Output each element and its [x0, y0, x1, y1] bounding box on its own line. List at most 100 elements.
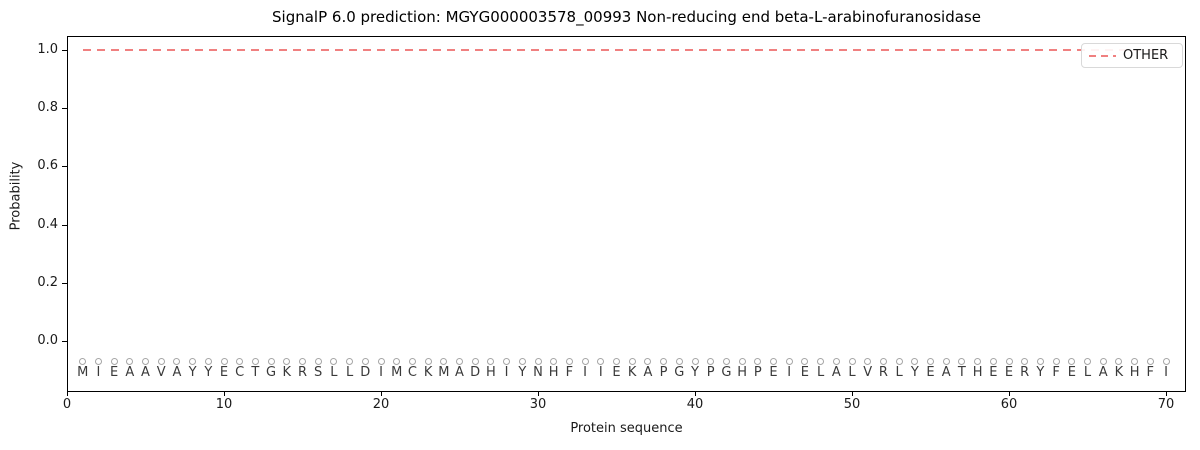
x-axis-label: Protein sequence: [570, 421, 683, 436]
sequence-letter: K: [1114, 365, 1124, 380]
x-tick-mark: [67, 392, 68, 396]
x-tick-label: 30: [529, 397, 547, 412]
x-tick-label: 50: [843, 397, 861, 412]
residue-marker: [864, 357, 872, 365]
residue-marker: [848, 357, 856, 365]
residue-marker: [518, 357, 526, 365]
sequence-letter: M: [438, 365, 450, 380]
sequence-letter: E: [1067, 365, 1076, 380]
residue-marker: [989, 357, 997, 365]
residue-marker: [942, 357, 950, 365]
y-tick-label: 0.6: [37, 158, 58, 174]
legend: OTHER: [1081, 43, 1183, 68]
sequence-letter: A: [831, 365, 841, 380]
y-tick-label: 0.4: [37, 216, 58, 232]
residue-marker: [927, 357, 934, 365]
residue-marker: [597, 357, 605, 365]
residue-marker: [1115, 357, 1123, 365]
residue-marker: [110, 357, 118, 365]
residue-marker: [377, 357, 385, 365]
residue-marker: [236, 357, 244, 365]
sequence-letter: E: [109, 365, 119, 380]
residue-marker: [1005, 357, 1013, 365]
residue-marker: [817, 357, 825, 365]
x-tick-label: 10: [215, 397, 233, 412]
sequence-letter: Y: [910, 365, 919, 380]
y-tick-label: 0.8: [37, 100, 58, 116]
residue-marker: [1131, 357, 1139, 365]
y-tick-mark: [62, 341, 67, 342]
residue-marker: [879, 357, 887, 365]
sequence-letter: H: [486, 365, 496, 380]
sequence-letter: K: [423, 365, 433, 380]
y-tick-mark: [62, 282, 67, 284]
residue-marker: [157, 357, 165, 365]
sequence-letter: E: [989, 365, 998, 380]
sequence-letter: H: [737, 365, 747, 380]
sequence-letter: H: [972, 365, 983, 380]
sequence-letter: D: [360, 365, 371, 380]
series-line-other: [82, 49, 1166, 51]
x-tick-label: 0: [62, 397, 72, 412]
sequence-letter: H: [548, 365, 559, 380]
residue-marker: [1146, 357, 1154, 365]
residue-marker: [628, 357, 636, 365]
residue-marker: [267, 357, 275, 365]
sequence-letter: G: [266, 365, 277, 380]
sequence-letter: N: [533, 365, 543, 380]
sequence-letter: F: [1052, 365, 1060, 380]
sequence-letter: R: [1020, 365, 1030, 380]
residue-marker: [283, 357, 291, 365]
residue-marker: [220, 357, 228, 365]
sequence-letter: P: [706, 365, 715, 380]
residue-marker: [660, 357, 668, 365]
y-tick-label: 1.0: [37, 42, 58, 57]
residue-marker: [471, 357, 479, 365]
sequence-letter: L: [848, 365, 856, 380]
x-tick-mark: [695, 392, 696, 396]
sequence-letter: D: [470, 365, 481, 380]
residue-marker: [393, 357, 401, 365]
residue-marker: [958, 357, 966, 365]
sequence-letter: M: [391, 365, 403, 380]
sequence-letter: H: [1129, 365, 1140, 380]
residue-marker: [911, 357, 919, 365]
chart-title: SignalP 6.0 prediction: MGYG000003578_00…: [272, 8, 981, 26]
sequence-letter: I: [1164, 365, 1168, 380]
sequence-letter: P: [659, 365, 668, 380]
sequence-letter: A: [141, 365, 150, 380]
sequence-letter: C: [235, 365, 245, 380]
residue-marker: [126, 357, 134, 365]
residue-marker: [503, 357, 511, 365]
plot-area: [67, 36, 1186, 392]
sequence-letter: K: [627, 365, 637, 380]
x-tick-mark: [538, 392, 539, 396]
sequence-letter: T: [251, 365, 260, 380]
residue-marker: [424, 357, 432, 365]
sequence-letter: R: [878, 365, 888, 380]
sequence-letter: C: [407, 365, 417, 380]
sequence-letter: L: [345, 365, 354, 380]
sequence-letter: M: [77, 365, 89, 380]
y-tick-label: 0.2: [37, 274, 58, 290]
residue-marker: [565, 357, 573, 365]
residue-marker: [722, 357, 730, 365]
sequence-letter: L: [816, 365, 825, 380]
x-tick-mark: [381, 392, 382, 396]
sequence-letter: A: [643, 365, 653, 380]
residue-marker: [299, 357, 306, 365]
residue-marker: [456, 357, 463, 365]
y-axis-label: Probability: [8, 161, 24, 231]
sequence-letter: I: [787, 365, 792, 380]
sequence-letter: E: [219, 365, 229, 380]
sequence-letter: Y: [691, 365, 699, 380]
residue-marker: [1021, 357, 1029, 365]
residue-marker: [785, 357, 793, 365]
residue-marker: [644, 357, 652, 365]
sequence-letter: I: [583, 365, 588, 380]
residue-marker: [754, 357, 762, 365]
residue-marker: [94, 357, 102, 365]
x-tick-mark: [1166, 392, 1167, 396]
residue-marker: [1068, 357, 1076, 365]
